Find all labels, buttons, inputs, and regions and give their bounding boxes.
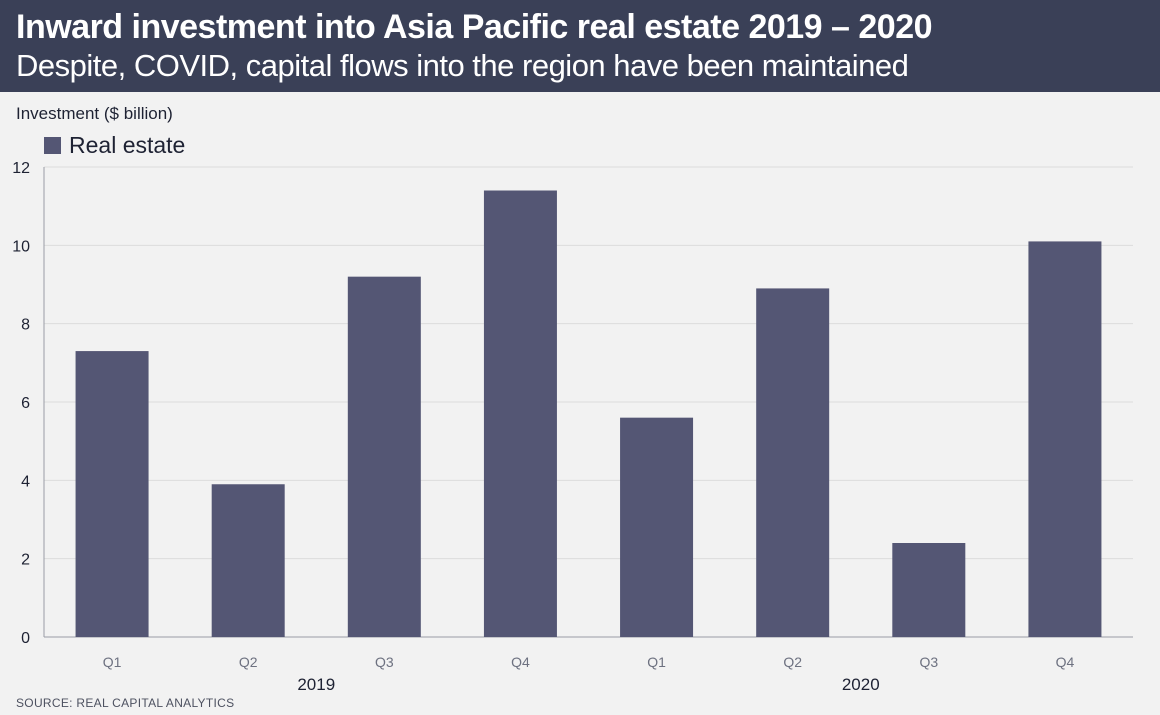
x-tick-label: Q3 (919, 654, 938, 670)
chart-header: Inward investment into Asia Pacific real… (0, 0, 1160, 92)
x-tick-label: Q2 (783, 654, 802, 670)
bar (211, 484, 285, 637)
y-tick-label: 4 (21, 473, 30, 490)
bar (620, 417, 694, 637)
y-tick-label: 12 (12, 160, 30, 177)
y-tick-label: 0 (21, 630, 30, 647)
chart-subtitle: Despite, COVID, capital flows into the r… (16, 48, 909, 83)
bar (892, 543, 966, 637)
x-tick-label: Q4 (511, 654, 530, 670)
legend: Real estate (44, 131, 185, 159)
y-tick-label: 8 (21, 317, 30, 334)
x-tick-label: Q3 (375, 654, 394, 670)
x-tick-label: Q1 (103, 654, 122, 670)
bar (75, 351, 149, 637)
y-axis-label: Investment ($ billion) (16, 104, 173, 123)
bar (1028, 241, 1102, 637)
y-tick-label: 6 (21, 395, 30, 412)
y-tick-label: 2 (21, 552, 30, 569)
bar (756, 288, 830, 637)
x-tick-label: Q1 (647, 654, 666, 670)
legend-label: Real estate (69, 131, 186, 158)
y-tick-label: 10 (12, 238, 30, 255)
x-group-label: 2020 (842, 675, 880, 694)
source-note: SOURCE: REAL CAPITAL ANALYTICS (16, 696, 235, 710)
bar (347, 276, 421, 637)
x-group-label: 2019 (297, 675, 335, 694)
x-tick-label: Q2 (239, 654, 258, 670)
x-tick-label: Q4 (1056, 654, 1075, 670)
legend-swatch (44, 136, 61, 154)
bar (483, 190, 557, 637)
chart-title: Inward investment into Asia Pacific real… (16, 8, 933, 46)
